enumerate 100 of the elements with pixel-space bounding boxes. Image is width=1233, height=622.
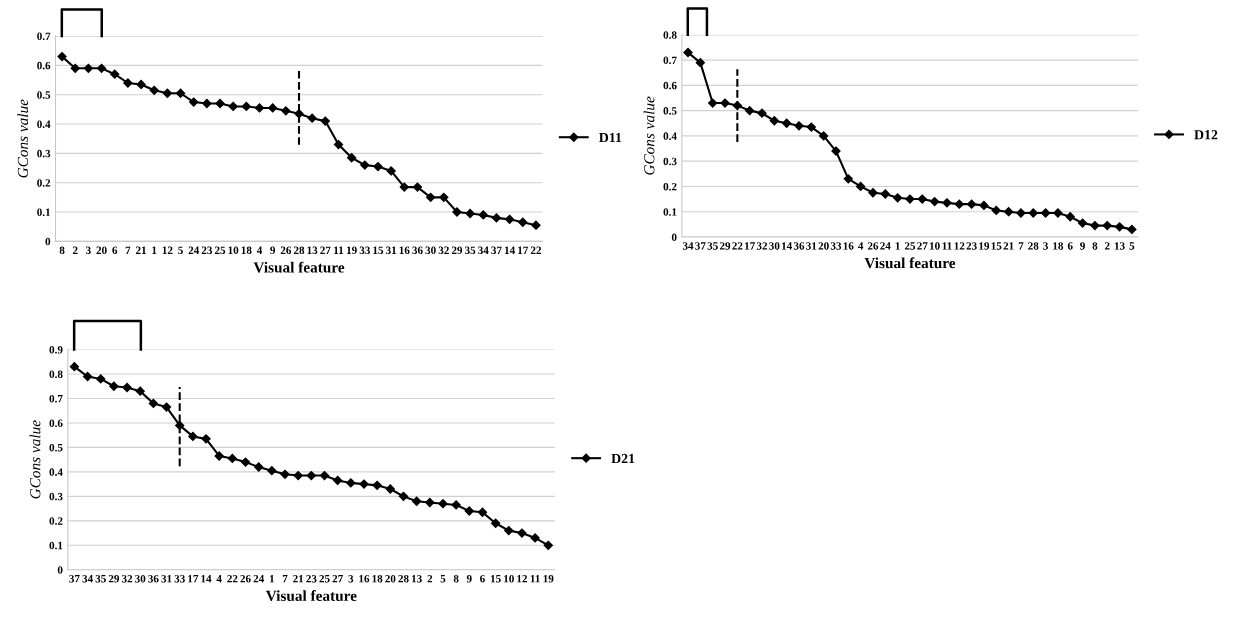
y-tick-label: 0.2 [49,517,63,525]
y-tick-label: 0.4 [49,468,63,476]
point [372,480,382,490]
y-axis-title: GCons value [643,96,655,175]
point [893,193,903,203]
x-tick-label: 24 [188,246,200,254]
x-axis-title: Visual feature [864,257,956,269]
x-tick-label: 8 [59,246,65,255]
point [425,497,435,508]
x-tick-label: 1 [895,242,900,250]
point [398,491,409,501]
x-tick-label: 5 [1129,242,1135,250]
legend-label: D12 [1194,130,1218,140]
x-tick-label: 9 [270,246,276,255]
x-tick-label: 20 [385,574,396,583]
x-tick-label: 35 [95,574,106,583]
x-tick-label: 28 [1028,242,1039,250]
x-tick-label: 3 [86,246,91,255]
point [819,131,829,141]
x-tick-label: 21 [293,574,304,583]
x-tick-label: 26 [280,246,292,255]
point [439,192,449,202]
point [123,78,133,88]
x-tick-label: 17 [188,574,199,583]
x-tick-label: 14 [781,242,792,250]
point [214,451,224,461]
x-tick-label: 30 [425,246,436,255]
x-tick-label: 25 [319,574,330,583]
y-tick-label: 0.2 [663,182,677,191]
point [293,470,303,481]
point [868,188,878,198]
x-tick-label: 5 [178,246,183,255]
x-tick-label: 9 [466,574,472,583]
point [1077,218,1088,228]
point [254,462,264,472]
point [412,496,422,506]
point [202,98,212,109]
point [201,434,211,444]
x-tick-label: 10 [228,246,239,255]
point [905,194,915,204]
y-tick-label: 0.6 [49,419,63,427]
x-tick-label: 15 [991,242,1002,250]
x-tick-label: 27 [320,246,331,254]
point [148,398,158,409]
x-tick-label: 22 [530,246,542,254]
x-tick-label: 14 [201,574,212,583]
x-tick-label: 30 [135,574,146,583]
x-tick-label: 24 [880,242,891,250]
x-tick-label: 36 [148,574,159,583]
point [504,214,515,224]
point [708,98,718,108]
y-tick-label: 0.8 [663,31,677,39]
point [70,63,80,73]
point [517,528,527,538]
point [360,160,370,170]
x-tick-label: 20 [96,246,107,255]
point [954,199,964,209]
x-tick-label: 6 [480,574,485,583]
point [240,457,251,467]
x-tick-label: 36 [412,246,423,255]
point [149,85,159,95]
point [929,196,940,207]
x-tick-label: 37 [69,574,80,583]
y-tick-label: 0.7 [49,394,63,403]
point [175,88,186,98]
point [96,374,106,384]
x-tick-label: 32 [121,574,133,583]
point [57,51,67,62]
x-tick-label: 34 [82,574,93,583]
x-tick-label: 28 [293,246,305,255]
y-tick-label: 0.5 [37,91,51,99]
point [1053,208,1063,218]
point [306,470,316,481]
x-tick-label: 29 [719,242,731,250]
point [769,116,779,126]
x-tick-label: 8 [453,574,459,583]
point [490,518,501,528]
point [281,106,291,116]
point [268,103,278,113]
point [917,194,927,204]
y-tick-label: 0.6 [37,61,51,70]
x-tick-label: 27 [917,242,928,250]
point [478,210,488,220]
x-tick-label: 29 [108,574,120,583]
legend-label: D11 [599,132,622,143]
point [438,499,448,509]
point [942,198,952,208]
point [215,98,225,109]
x-tick-label: 26 [867,242,879,250]
x-tick-label: 34 [478,246,489,255]
x-tick-label: 2 [72,246,78,254]
point [122,382,132,393]
point [241,101,251,112]
point [504,525,514,536]
point [346,478,356,488]
x-tick-label: 25 [904,242,916,250]
point [530,533,540,543]
point [96,63,107,73]
point [683,47,693,58]
x-tick-label: 22 [227,574,238,583]
